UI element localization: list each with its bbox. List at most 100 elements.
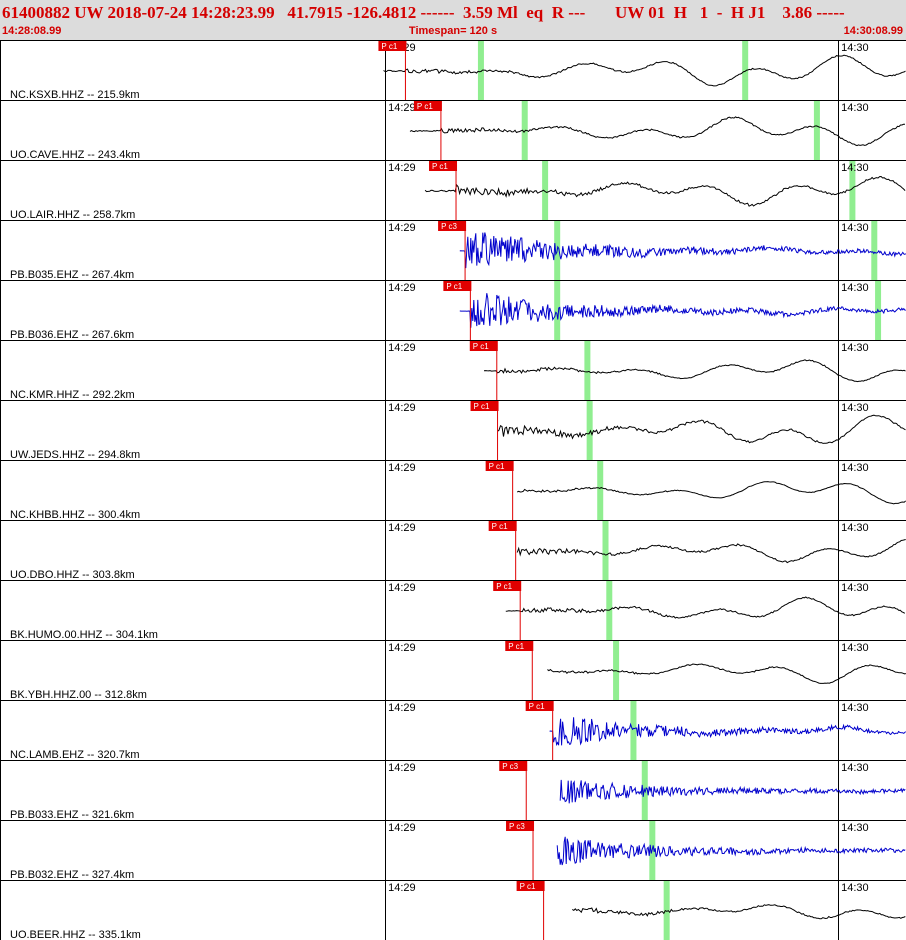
phase-window: [542, 161, 549, 220]
waveform-trace: [516, 539, 906, 564]
station-label: UO.LAIR.HHZ -- 258.7km: [10, 209, 135, 221]
minute-tick-label: 14:30: [841, 282, 869, 294]
phase-window: [742, 41, 749, 100]
phase-window: [849, 161, 856, 220]
header-bar: 61400882 UW 2018-07-24 14:28:23.99 41.79…: [0, 0, 906, 40]
waveform-trace: [516, 481, 906, 505]
pick-label: P c1: [520, 882, 536, 891]
minute-tick-label: 14:29: [388, 342, 416, 354]
station-label: UO.CAVE.HHZ -- 243.4km: [10, 149, 140, 161]
station-label: NC.KHBB.HHZ -- 300.4km: [10, 509, 140, 521]
station-label: UO.BEER.HHZ -- 335.1km: [10, 929, 141, 940]
pick-flag: [438, 221, 467, 231]
pick-flag: [505, 641, 534, 651]
waveform-trace: [483, 359, 906, 383]
pick-flag: [516, 881, 545, 891]
pick-flag: [429, 161, 458, 171]
minute-tick-label: 14:30: [841, 822, 869, 834]
waveform-trace: [572, 904, 906, 920]
station-label: UO.DBO.HHZ -- 303.8km: [10, 569, 135, 581]
minute-tick-label: 14:30: [841, 882, 869, 894]
pick-label: P c1: [492, 522, 508, 531]
minute-tick-label: 14:29: [388, 462, 416, 474]
station-label: PB.B033.EHZ -- 321.6km: [10, 809, 134, 821]
pick-flag: [413, 101, 442, 111]
phase-window: [602, 521, 609, 580]
pick-label: P c1: [489, 462, 505, 471]
minute-tick-label: 14:29: [388, 642, 416, 654]
station-label: PB.B036.EHZ -- 267.6km: [10, 329, 134, 341]
waveform-trace: [497, 414, 906, 444]
waveform-trace: [547, 663, 906, 684]
pick-flag: [485, 461, 514, 471]
pick-label: P c1: [473, 342, 489, 351]
minute-tick-label: 14:30: [841, 342, 869, 354]
minute-tick-label: 14:30: [841, 762, 869, 774]
pick-label: P c1: [432, 162, 448, 171]
pick-label: P c1: [496, 582, 512, 591]
pick-label: P c1: [474, 402, 490, 411]
minute-tick-label: 14:29: [388, 282, 416, 294]
pick-label: P c1: [529, 702, 545, 711]
phase-window: [554, 281, 561, 340]
minute-tick-label: 14:30: [841, 102, 869, 114]
event-title: 61400882 UW 2018-07-24 14:28:23.99 41.79…: [2, 3, 845, 22]
seismogram-panel: 14:29 14:30 P c1 NC.KSXB.HHZ -- 215.9km 14:2…: [0, 40, 906, 940]
minute-tick-label: 14:30: [841, 642, 869, 654]
phase-window: [597, 461, 604, 520]
station-label: PB.B032.EHZ -- 327.4km: [10, 869, 134, 881]
phase-window: [477, 41, 484, 100]
minute-tick-label: 14:30: [841, 402, 869, 414]
station-label: NC.KMR.HHZ -- 292.2km: [10, 389, 135, 401]
minute-tick-label: 14:30: [841, 702, 869, 714]
minute-tick-label: 14:29: [388, 102, 416, 114]
pick-flag: [469, 341, 498, 351]
minute-tick-label: 14:30: [841, 462, 869, 474]
station-label: NC.KSXB.HHZ -- 215.9km: [10, 89, 140, 101]
pick-label: P c1: [508, 642, 524, 651]
pick-label: P c3: [502, 762, 518, 771]
station-label: NC.LAMB.EHZ -- 320.7km: [10, 749, 140, 761]
minute-tick-label: 14:30: [841, 522, 869, 534]
minute-tick-label: 14:29: [388, 522, 416, 534]
pick-label: P c3: [509, 822, 525, 831]
waveform-trace: [549, 717, 906, 747]
minute-tick-label: 14:29: [388, 162, 416, 174]
start-time: 14:28:08.99: [2, 25, 62, 37]
phase-window: [813, 101, 820, 160]
minute-tick-label: 14:30: [841, 222, 869, 234]
minute-tick-label: 14:29: [388, 702, 416, 714]
waveform-trace: [556, 836, 906, 866]
pick-flag: [443, 281, 472, 291]
phase-window: [586, 401, 593, 460]
minute-tick-label: 14:30: [841, 162, 869, 174]
pick-flag: [470, 401, 499, 411]
pick-flag: [378, 41, 407, 51]
station-label: BK.YBH.HHZ.00 -- 312.8km: [10, 689, 147, 701]
end-time: 14:30:08.99: [843, 25, 903, 37]
waveform-trace: [459, 232, 906, 269]
phase-window: [630, 701, 637, 760]
minute-tick-label: 14:29: [388, 822, 416, 834]
waveform-trace: [424, 175, 906, 207]
station-label: PB.B035.EHZ -- 267.4km: [10, 269, 134, 281]
station-label: BK.HUMO.00.HHZ -- 304.1km: [10, 629, 158, 641]
waveform-trace: [383, 54, 906, 87]
pick-flag: [506, 821, 535, 831]
pick-label: P c1: [446, 282, 462, 291]
minute-tick-label: 14:30: [841, 42, 869, 54]
pick-flag: [488, 521, 517, 531]
pick-label: P c1: [417, 102, 433, 111]
waveform-trace: [505, 596, 906, 619]
timespan-label: Timespan= 120 s: [408, 25, 498, 37]
minute-tick-label: 14:29: [388, 882, 416, 894]
minute-tick-label: 14:29: [388, 582, 416, 594]
pick-flag: [493, 581, 522, 591]
station-label: UW.JEDS.HHZ -- 294.8km: [10, 449, 140, 461]
minute-tick-label: 14:29: [388, 222, 416, 234]
minute-tick-label: 14:29: [388, 402, 416, 414]
pick-label: P c1: [381, 42, 397, 51]
pick-flag: [499, 761, 528, 771]
minute-tick-label: 14:30: [841, 582, 869, 594]
waveform-trace: [559, 779, 906, 804]
